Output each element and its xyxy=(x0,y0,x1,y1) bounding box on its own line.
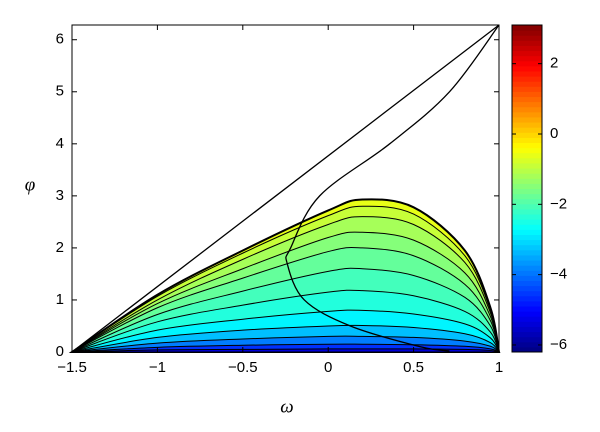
colorbar-swatch xyxy=(512,239,542,246)
colorbar-swatch xyxy=(512,270,542,276)
colorbar-tick-label: 0 xyxy=(550,125,558,142)
y-tick-label: 0 xyxy=(56,343,64,360)
colorbar-swatch xyxy=(512,152,542,159)
colorbar-swatch xyxy=(512,326,542,333)
plot-frame xyxy=(71,24,500,353)
y-tick-label: 4 xyxy=(56,135,64,152)
colorbar-swatch xyxy=(512,219,542,225)
colorbar-swatch xyxy=(512,162,542,169)
colorbar-swatch xyxy=(512,173,542,179)
colorbar-swatch xyxy=(512,101,542,108)
colorbar-swatch xyxy=(512,30,542,36)
colorbar-swatch xyxy=(512,168,542,174)
colorbar-swatch xyxy=(512,311,542,317)
colorbar-swatch xyxy=(512,316,542,322)
colorbar-swatch xyxy=(512,193,542,200)
colorbar-swatch xyxy=(512,234,542,241)
colorbar-swatch xyxy=(512,132,542,138)
colorbar-swatch xyxy=(512,127,542,133)
curve xyxy=(285,24,500,352)
colorbar-swatch xyxy=(512,208,542,215)
colorbar-swatch xyxy=(512,280,542,287)
colorbar-swatch xyxy=(512,203,542,210)
colorbar-swatch xyxy=(512,142,542,149)
y-axis-label: φ xyxy=(25,174,36,195)
colorbar-swatch xyxy=(512,76,542,82)
colorbar-swatch xyxy=(512,25,542,31)
colorbar-swatch xyxy=(512,137,542,144)
colorbar-swatch xyxy=(512,224,542,230)
colorbar-swatch xyxy=(512,336,542,343)
y-tick-label: 1 xyxy=(56,291,64,308)
y-tick-label: 2 xyxy=(56,239,64,256)
y-tick-label: 6 xyxy=(56,31,64,48)
colorbar-swatch xyxy=(512,265,542,271)
colorbar-swatch xyxy=(512,70,542,77)
x-tick-label: −1 xyxy=(149,359,166,376)
colorbar-swatch xyxy=(512,229,542,235)
colorbar-swatch xyxy=(512,249,542,256)
colorbar-swatch xyxy=(512,86,542,92)
colorbar-swatch xyxy=(512,65,542,72)
colorbar-swatch xyxy=(512,106,542,113)
x-tick-label: −1.5 xyxy=(57,359,87,376)
colorbar-swatch xyxy=(512,285,542,292)
colorbar-swatch xyxy=(512,341,542,348)
y-tick-label: 3 xyxy=(56,187,64,204)
colorbar-tick-label: −2 xyxy=(550,195,567,212)
colorbar-swatch xyxy=(512,147,542,154)
colorbar-tick-label: 2 xyxy=(550,55,558,72)
y-tick-label: 5 xyxy=(56,83,64,100)
colorbar-swatch xyxy=(512,214,542,220)
x-tick-label: 0 xyxy=(324,359,332,376)
colorbar-swatch xyxy=(512,295,542,302)
x-tick-label: 0.5 xyxy=(403,359,424,376)
colorbar-swatch xyxy=(512,198,542,205)
curve xyxy=(71,24,500,353)
colorbar-swatch xyxy=(512,346,542,353)
colorbar-swatch xyxy=(512,91,542,98)
colorbar-swatch xyxy=(512,40,542,46)
colorbar-swatch xyxy=(512,244,542,251)
contour-band xyxy=(71,348,500,353)
colorbar-swatch xyxy=(512,157,542,164)
colorbar-swatch xyxy=(512,122,542,128)
colorbar-swatch xyxy=(512,254,542,261)
colorbar-tick-label: −6 xyxy=(550,336,567,353)
colorbar-swatch xyxy=(512,300,542,307)
colorbar-swatch xyxy=(512,260,542,266)
colorbar-swatch xyxy=(512,116,542,123)
colorbar-swatch xyxy=(512,111,542,118)
colorbar-swatch xyxy=(512,188,542,195)
colorbar-swatch xyxy=(512,60,542,67)
colorbar-swatch xyxy=(512,35,542,41)
colorbar-frame xyxy=(511,24,543,353)
colorbar-swatch xyxy=(512,331,542,338)
colorbar-swatch xyxy=(512,55,542,62)
colorbar-swatch xyxy=(512,306,542,312)
colorbar-swatch xyxy=(512,290,542,297)
colorbar-swatch xyxy=(512,321,542,327)
x-tick-label: 1 xyxy=(495,359,503,376)
colorbar-swatch xyxy=(512,178,542,184)
colorbar-swatch xyxy=(512,45,542,52)
colorbar-swatch xyxy=(512,183,542,189)
colorbar-swatch xyxy=(512,275,542,281)
colorbar-swatch xyxy=(512,81,542,87)
colorbar-swatch xyxy=(512,96,542,103)
colorbar-tick-label: −4 xyxy=(550,266,567,283)
x-tick-label: −0.5 xyxy=(228,359,258,376)
x-axis-label: ω xyxy=(280,396,293,417)
colorbar-swatch xyxy=(512,50,542,57)
